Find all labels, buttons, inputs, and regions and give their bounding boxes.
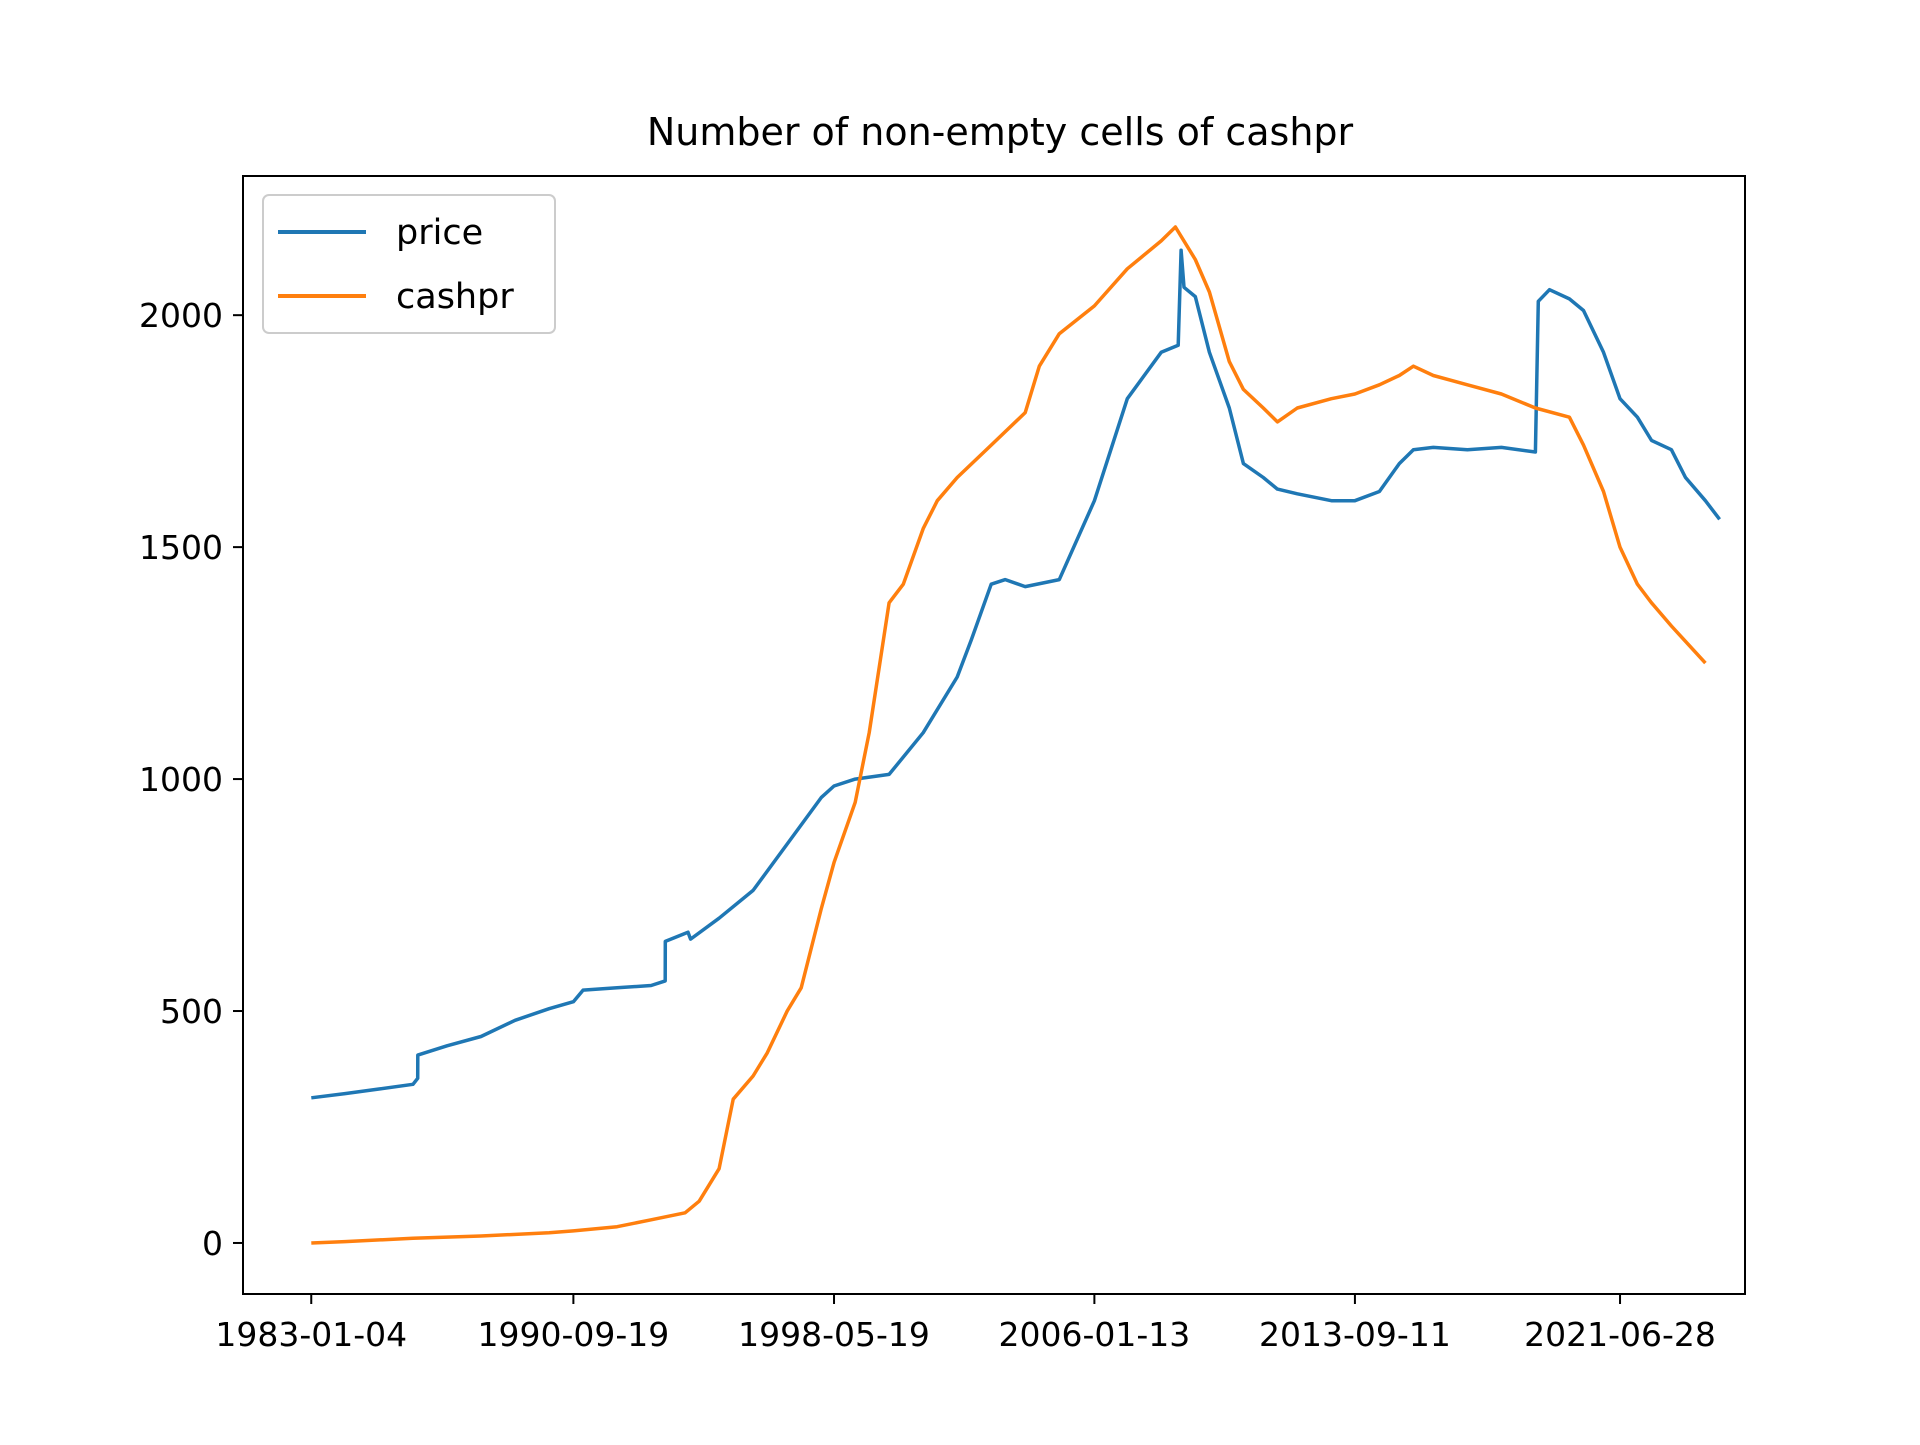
x-tick-label: 2021-06-28 <box>1524 1315 1716 1354</box>
y-tick-label: 500 <box>160 992 223 1031</box>
x-axis: 1983-01-04 1990-09-19 1998-05-19 2006-01-13… <box>215 1294 1716 1354</box>
x-tick-label: 2006-01-13 <box>998 1315 1190 1354</box>
legend-label-cashpr: cashpr <box>396 277 514 317</box>
series-layer <box>311 225 1721 1245</box>
y-tick-label: 1000 <box>139 760 223 799</box>
legend-box <box>262 194 556 334</box>
series-line-price <box>311 248 1721 1100</box>
y-tick-label: 1500 <box>139 528 223 567</box>
x-tick-label: 1990-09-19 <box>477 1315 669 1354</box>
series-line-cashpr <box>311 225 1707 1245</box>
x-tick-label: 1983-01-04 <box>215 1315 407 1354</box>
plot-frame <box>242 175 1746 1295</box>
legend-label-price: price <box>396 213 483 253</box>
y-tick-label: 2000 <box>139 296 223 335</box>
y-tick-label: 0 <box>202 1224 223 1263</box>
x-tick-label: 1998-05-19 <box>738 1315 930 1354</box>
chart-title: Number of non-empty cells of cashpr <box>647 110 1354 154</box>
x-tick-label: 2013-09-11 <box>1259 1315 1451 1354</box>
y-axis: 0 500 1000 1500 2000 <box>139 296 243 1263</box>
legend: price cashpr <box>262 194 556 334</box>
